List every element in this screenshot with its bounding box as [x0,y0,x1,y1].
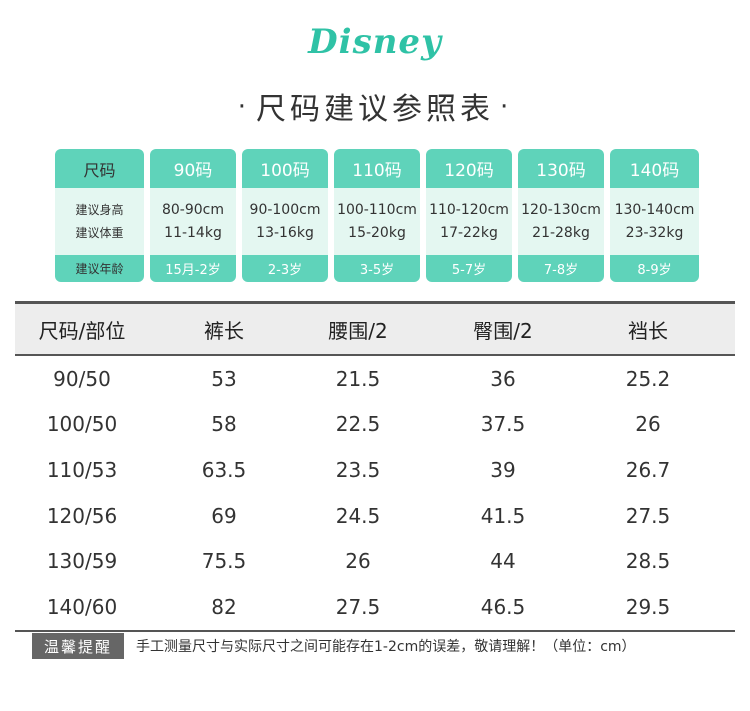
reminder-note: 温馨提醒 手工测量尺寸与实际尺寸之间可能存在1-2cm的误差，敬请理解！（单位：… [32,633,636,659]
header-waist: 腰围/2 [328,318,388,343]
page-title: · 尺码建议参照表 · [0,84,750,128]
cell-waist: 27.5 [335,594,381,619]
cell-pants-length: 58 [211,412,237,437]
cell-hip: 46.5 [480,594,526,619]
table-row: 130/59 75.5 26 44 28.5 [15,538,735,584]
cell-waist: 21.5 [335,366,381,391]
size-column-size: 120码 [426,149,512,188]
size-column-weight: 13-16kg [256,224,314,241]
cell-waist: 22.5 [335,412,381,437]
size-column-body: 100-110cm 15-20kg [334,188,420,255]
cell-crotch-length: 26 [635,412,661,437]
size-column-size: 110码 [334,149,420,188]
size-column-height: 90-100cm [249,201,321,218]
size-column-size: 140码 [610,149,699,188]
header-hip: 臀围/2 [473,318,533,343]
table-row: 140/60 82 27.5 46.5 29.5 [15,584,735,630]
cell-pants-length: 69 [211,503,237,528]
size-column-weight: 17-22kg [440,224,498,241]
header-crotch-length: 裆长 [628,318,668,343]
cell-hip: 36 [490,366,516,391]
cell-size: 100/50 [46,412,118,437]
cell-size: 120/56 [46,503,118,528]
header-size-part: 尺码/部位 [38,318,126,343]
cell-hip: 44 [490,549,516,574]
size-column-body: 120-130cm 21-28kg [518,188,604,255]
size-chart-label-column: 尺码 建议身高 建议体重 建议年龄 [55,149,144,282]
size-column-weight: 21-28kg [532,224,590,241]
cell-waist: 23.5 [335,457,381,482]
size-column-body: 90-100cm 13-16kg [242,188,328,255]
cell-size: 140/60 [46,594,118,619]
cell-size: 130/59 [46,549,118,574]
size-column-age: 3-5岁 [334,255,420,282]
cell-crotch-length: 26.7 [625,457,671,482]
cell-hip: 37.5 [480,412,526,437]
table-row: 120/56 69 24.5 41.5 27.5 [15,493,735,539]
size-column: 100码 90-100cm 13-16kg 2-3岁 [242,149,328,282]
size-column-size: 90码 [150,149,236,188]
cell-pants-length: 75.5 [201,549,247,574]
table-bottom-rule [15,629,735,632]
size-column-body: 110-120cm 17-22kg [426,188,512,255]
size-column-weight: 11-14kg [164,224,222,241]
cell-size: 90/50 [53,366,111,391]
cell-hip: 39 [490,457,516,482]
cell-pants-length: 53 [211,366,237,391]
size-column-height: 80-90cm [161,201,224,218]
table-row: 100/50 58 22.5 37.5 26 [15,402,735,448]
size-column-height: 110-120cm [429,201,509,218]
size-column-age: 2-3岁 [242,255,328,282]
label-height: 建议身高 [75,202,124,217]
title-dot-right: · [500,92,513,122]
size-column: 90码 80-90cm 11-14kg 15月-2岁 [150,149,236,282]
cell-crotch-length: 29.5 [625,594,671,619]
size-column-age: 5-7岁 [426,255,512,282]
table-row: 110/53 63.5 23.5 39 26.7 [15,447,735,493]
size-column-size: 130码 [518,149,604,188]
cell-crotch-length: 28.5 [625,549,671,574]
title-text: 尺码建议参照表 [256,92,494,127]
size-column: 110码 100-110cm 15-20kg 3-5岁 [334,149,420,282]
reminder-badge: 温馨提醒 [32,633,125,659]
size-column: 140码 130-140cm 23-32kg 8-9岁 [610,149,699,282]
label-size: 尺码 [55,149,144,188]
size-column-age: 15月-2岁 [150,255,236,282]
size-column-body: 80-90cm 11-14kg [150,188,236,255]
cell-waist: 26 [345,549,371,574]
title-dot-left: · [237,92,250,122]
size-recommendation-chart: 尺码 建议身高 建议体重 建议年龄 90码 80-90cm 11-14kg 15… [55,149,699,282]
header-pants-length: 裤长 [204,318,244,343]
size-column-size: 100码 [242,149,328,188]
size-column-weight: 23-32kg [625,224,684,241]
label-age: 建议年龄 [55,255,144,282]
cell-crotch-length: 27.5 [625,503,671,528]
cell-crotch-length: 25.2 [625,366,671,391]
table-row: 90/50 53 21.5 36 25.2 [15,356,735,402]
measurement-table: 尺码/部位 裤长 腰围/2 臀围/2 裆长 90/50 53 21.5 36 2… [15,301,735,632]
size-column-height: 130-140cm [614,201,695,218]
cell-waist: 24.5 [335,503,381,528]
size-column-height: 120-130cm [521,201,601,218]
cell-size: 110/53 [46,457,118,482]
reminder-text: 手工测量尺寸与实际尺寸之间可能存在1-2cm的误差，敬请理解！（单位：cm） [136,639,636,655]
cell-pants-length: 82 [211,594,237,619]
size-column-body: 130-140cm 23-32kg [610,188,699,255]
cell-pants-length: 63.5 [201,457,247,482]
table-header: 尺码/部位 裤长 腰围/2 臀围/2 裆长 [15,301,735,356]
size-column-height: 100-110cm [337,201,417,218]
size-column: 130码 120-130cm 21-28kg 7-8岁 [518,149,604,282]
disney-logo: Disney [308,22,442,62]
label-weight: 建议体重 [75,225,124,240]
size-column-weight: 15-20kg [348,224,406,241]
size-column: 120码 110-120cm 17-22kg 5-7岁 [426,149,512,282]
size-column-age: 8-9岁 [610,255,699,282]
label-height-weight: 建议身高 建议体重 [55,188,144,255]
cell-hip: 41.5 [480,503,526,528]
size-column-age: 7-8岁 [518,255,604,282]
